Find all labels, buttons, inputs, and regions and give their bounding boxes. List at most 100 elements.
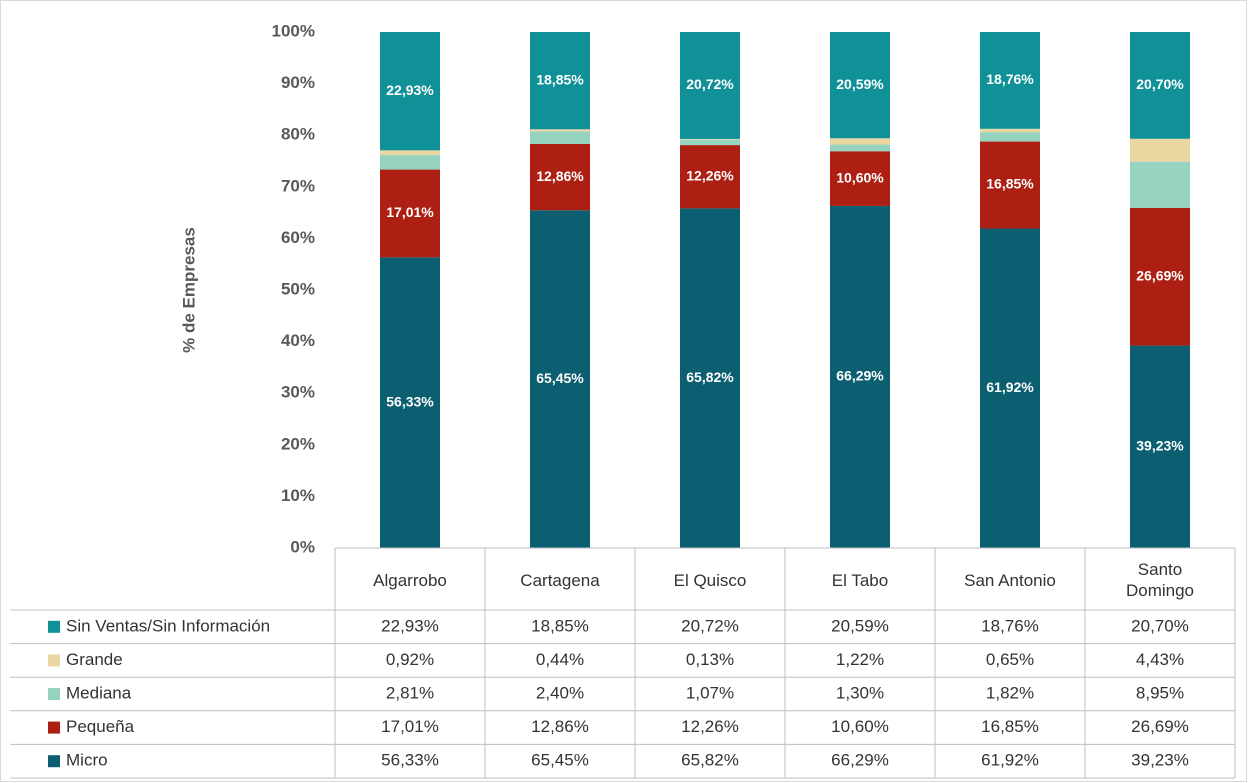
legend-swatch — [48, 654, 60, 667]
table-cell: 4,43% — [1136, 650, 1184, 669]
y-tick-label: 20% — [281, 434, 315, 453]
bar-segment — [530, 129, 590, 132]
table-cell: 1,30% — [836, 683, 884, 702]
table-cell: 20,70% — [1131, 616, 1189, 635]
bar-segment — [830, 205, 890, 548]
bar-segment — [1130, 207, 1190, 346]
table-cell: 61,92% — [981, 751, 1039, 770]
y-axis-title: % de Empresas — [179, 227, 198, 353]
bar-segment — [980, 141, 1040, 229]
y-tick-label: 60% — [281, 228, 315, 247]
data-label: 17,01% — [386, 204, 434, 220]
data-label: 20,72% — [686, 76, 734, 92]
bar-segment — [1130, 345, 1190, 548]
x-tick-label: El Tabo — [831, 570, 889, 590]
table-cell: 12,86% — [531, 717, 589, 736]
data-label: 16,85% — [986, 176, 1034, 192]
bar-segment — [980, 228, 1040, 548]
bar-segment — [830, 138, 890, 145]
y-tick-label: 80% — [281, 125, 315, 144]
data-label: 10,60% — [836, 169, 884, 185]
data-label: 18,76% — [986, 71, 1034, 87]
legend-label: Micro — [66, 751, 108, 770]
bar-segment — [980, 128, 1040, 133]
table-cell: 8,95% — [1136, 683, 1184, 702]
bar-segment — [1130, 138, 1190, 162]
data-label: 65,82% — [686, 369, 734, 385]
bar-segment — [380, 155, 440, 170]
table-cell: 66,29% — [831, 751, 889, 770]
data-label: 12,26% — [686, 167, 734, 183]
table-cell: 0,65% — [986, 650, 1034, 669]
y-tick-label: 50% — [281, 279, 315, 298]
bar-segment — [980, 32, 1040, 129]
table-cell: 1,22% — [836, 650, 884, 669]
table-cell: 18,85% — [531, 616, 589, 635]
y-tick-label: 30% — [281, 383, 315, 402]
table-cell: 16,85% — [981, 717, 1039, 736]
table-cell: 20,72% — [681, 616, 739, 635]
bar-segment — [1130, 32, 1190, 139]
table-cell: 12,26% — [681, 717, 739, 736]
bar-segment — [980, 132, 1040, 142]
table-cell: 10,60% — [831, 717, 889, 736]
bar-segment — [830, 32, 890, 139]
y-tick-label: 10% — [281, 486, 315, 505]
table-cell: 56,33% — [381, 751, 439, 770]
table-cell: 0,13% — [686, 650, 734, 669]
legend-label: Grande — [66, 650, 123, 669]
bar-segment — [680, 145, 740, 209]
table-cell: 17,01% — [381, 717, 439, 736]
y-tick-label: 100% — [272, 21, 315, 40]
x-tick-label: Algarrobo — [373, 570, 447, 590]
data-label: 56,33% — [386, 393, 434, 409]
bar-segment — [530, 143, 590, 211]
table-cell: 18,76% — [981, 616, 1039, 635]
data-label: 66,29% — [836, 368, 884, 384]
legend-swatch — [48, 721, 60, 734]
table-cell: 65,45% — [531, 751, 589, 770]
bar-segment — [830, 151, 890, 206]
legend-swatch — [48, 620, 60, 633]
data-label: 20,70% — [1136, 76, 1184, 92]
bar-segment — [530, 131, 590, 144]
x-tick-label: Santo Domingo — [1125, 560, 1195, 600]
bar-segment — [680, 138, 740, 140]
x-tick-label: San Antonio — [964, 570, 1056, 590]
bar-segment — [680, 139, 740, 146]
legend-swatch — [48, 688, 60, 700]
data-label: 18,85% — [536, 71, 584, 87]
data-label: 12,86% — [536, 168, 584, 184]
table-cell: 0,92% — [386, 650, 434, 669]
bar-segment — [530, 32, 590, 130]
y-tick-label: 0% — [290, 537, 315, 556]
legend-swatch — [48, 755, 60, 768]
x-tick-label: El Quisco — [673, 570, 747, 590]
bar-segment — [380, 257, 440, 548]
table-cell: 1,82% — [986, 683, 1034, 702]
table-cell: 26,69% — [1131, 717, 1189, 736]
table-cell: 22,93% — [381, 616, 439, 635]
data-label: 20,59% — [836, 76, 884, 92]
data-label: 65,45% — [536, 370, 584, 386]
bar-segment — [1130, 161, 1190, 208]
bar-segment — [680, 32, 740, 139]
bar-segment — [680, 208, 740, 548]
table-cell: 20,59% — [831, 616, 889, 635]
bar-segment — [380, 150, 440, 156]
legend-label: Pequeña — [66, 717, 135, 736]
table-cell: 2,81% — [386, 683, 434, 702]
data-label: 39,23% — [1136, 437, 1184, 453]
table-cell: 65,82% — [681, 751, 739, 770]
bar-segment — [380, 32, 440, 151]
legend-label: Mediana — [66, 683, 132, 702]
data-label: 26,69% — [1136, 267, 1184, 283]
table-cell: 1,07% — [686, 683, 734, 702]
table-cell: 0,44% — [536, 650, 584, 669]
bar-segment — [380, 169, 440, 258]
data-label: 61,92% — [986, 379, 1034, 395]
bar-segment — [530, 210, 590, 548]
